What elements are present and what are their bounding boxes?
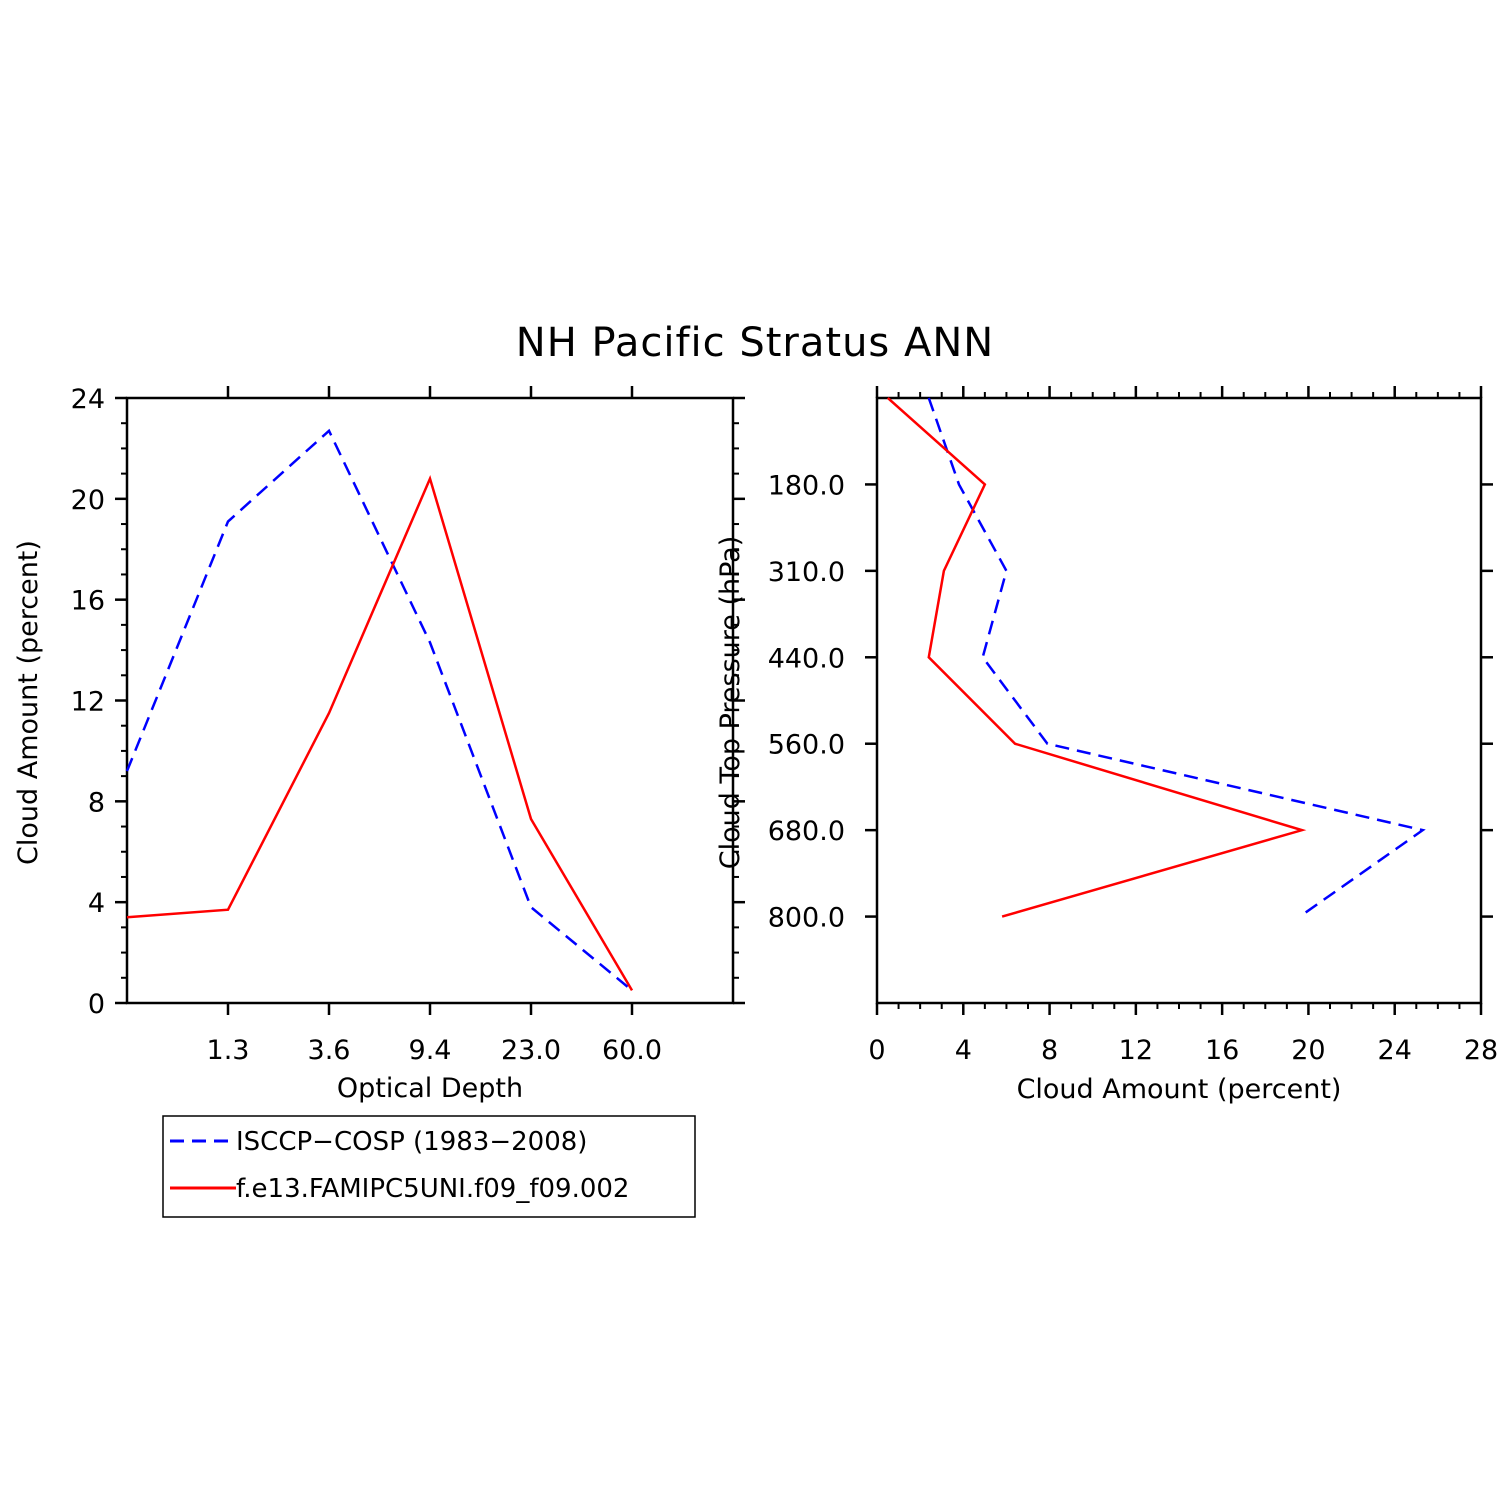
right-x-tick-label: 4 bbox=[955, 1035, 972, 1066]
left-y-tick-label: 20 bbox=[71, 485, 105, 516]
right-x-tick-label: 0 bbox=[868, 1035, 885, 1066]
legend-label-model: f.e13.FAMIPC5UNI.f09_f09.002 bbox=[236, 1174, 629, 1204]
chart-title: NH Pacific Stratus ANN bbox=[516, 320, 994, 366]
right-series-line-observed bbox=[927, 397, 1426, 918]
left-y-tick-label: 16 bbox=[71, 586, 105, 617]
right-x-tick-label: 28 bbox=[1464, 1035, 1498, 1066]
left-y-tick-label: 0 bbox=[88, 989, 105, 1020]
right-x-tick-label: 16 bbox=[1205, 1035, 1239, 1066]
right-x-axis-label: Cloud Amount (percent) bbox=[1017, 1074, 1342, 1105]
right-x-tick-label: 12 bbox=[1119, 1035, 1153, 1066]
right-x-tick-label: 20 bbox=[1291, 1035, 1325, 1066]
right-y-tick-label: 680.0 bbox=[768, 816, 845, 847]
left-x-tick-label: 3.6 bbox=[308, 1035, 351, 1066]
left-y-tick-label: 12 bbox=[71, 687, 105, 718]
left-x-axis-label: Optical Depth bbox=[337, 1073, 523, 1104]
right-y-tick-label: 440.0 bbox=[768, 643, 845, 674]
optical-depth-panel: 0 4 8 12 16 20 24 1.3 3.6 9.4 23.0 60.0 Optical Dept… bbox=[13, 384, 745, 1104]
left-x-tick-label: 23.0 bbox=[501, 1035, 561, 1066]
left-series-line-model bbox=[126, 475, 634, 992]
left-y-axis-label: Cloud Amount (percent) bbox=[13, 540, 44, 865]
left-y-tick-label: 24 bbox=[71, 384, 105, 415]
legend-label-observed: ISCCP−COSP (1983−2008) bbox=[236, 1127, 587, 1157]
left-y-tick-label: 4 bbox=[88, 888, 105, 919]
left-plot-frame bbox=[125, 396, 735, 1005]
left-y-tick-label: 8 bbox=[88, 787, 105, 818]
right-y-tick-label: 800.0 bbox=[768, 903, 845, 934]
left-x-tick-label: 60.0 bbox=[602, 1035, 662, 1066]
right-y-tick-label: 180.0 bbox=[768, 470, 845, 501]
right-series-line-model bbox=[886, 397, 1307, 918]
cloud-top-pressure-panel: 0 4 8 12 16 20 24 28 180.0 310.0 440.0 560.0 680.0 80… bbox=[715, 386, 1498, 1105]
right-y-tick-label: 560.0 bbox=[768, 730, 845, 761]
right-y-tick-label: 310.0 bbox=[768, 557, 845, 588]
right-x-tick-label: 8 bbox=[1041, 1035, 1058, 1066]
legend: ISCCP−COSP (1983−2008) f.e13.FAMIPC5UNI.… bbox=[162, 1115, 696, 1218]
right-y-axis-label: Cloud Top Pressure (hPa) bbox=[715, 536, 746, 870]
legend-box bbox=[162, 1115, 696, 1218]
right-plot-frame bbox=[875, 396, 1483, 1005]
left-x-tick-label: 9.4 bbox=[409, 1035, 452, 1066]
left-series-line-observed bbox=[125, 428, 633, 992]
left-x-tick-label: 1.3 bbox=[207, 1035, 250, 1066]
right-x-tick-label: 24 bbox=[1378, 1035, 1412, 1066]
